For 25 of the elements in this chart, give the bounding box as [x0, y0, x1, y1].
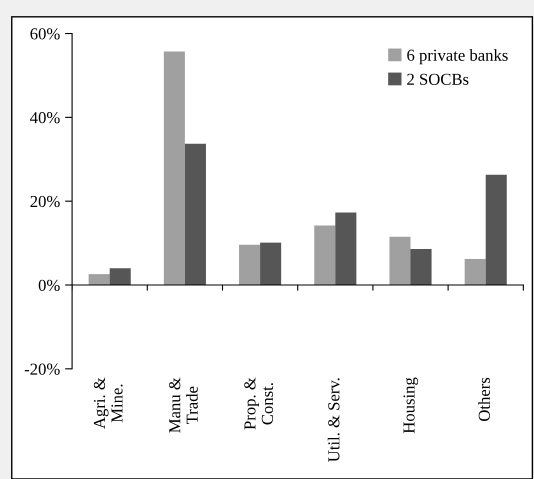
bar: [184, 144, 206, 286]
y-tick-label: -20%: [24, 364, 60, 375]
x-tick-label: Housing: [403, 378, 418, 434]
y-tick-label: 40%: [30, 112, 60, 124]
x-tick-label: Prop. & Const.: [244, 378, 274, 430]
legend-label: 2 SOCBs: [407, 74, 468, 85]
bar: [464, 259, 486, 286]
x-tick-label: Others: [478, 378, 490, 421]
bar: [260, 242, 282, 286]
y-tick-label: 20%: [30, 196, 60, 208]
legend-label: 6 private banks: [407, 49, 508, 64]
bar: [486, 174, 507, 286]
x-tick-label: Util. & Serv.: [328, 378, 340, 462]
x-tick-label: Agri. & Mine.: [94, 378, 123, 429]
bar: [164, 52, 185, 286]
bar: [335, 212, 356, 286]
bar: [239, 244, 260, 286]
bar: [314, 225, 336, 286]
bar: [410, 248, 432, 286]
bar: [88, 274, 110, 286]
y-tick-label: 60%: [30, 28, 60, 40]
bar: [110, 268, 131, 286]
x-tick-label: Manu & Trade: [169, 378, 198, 433]
y-tick-label: 0%: [38, 280, 60, 292]
bar: [389, 236, 411, 286]
